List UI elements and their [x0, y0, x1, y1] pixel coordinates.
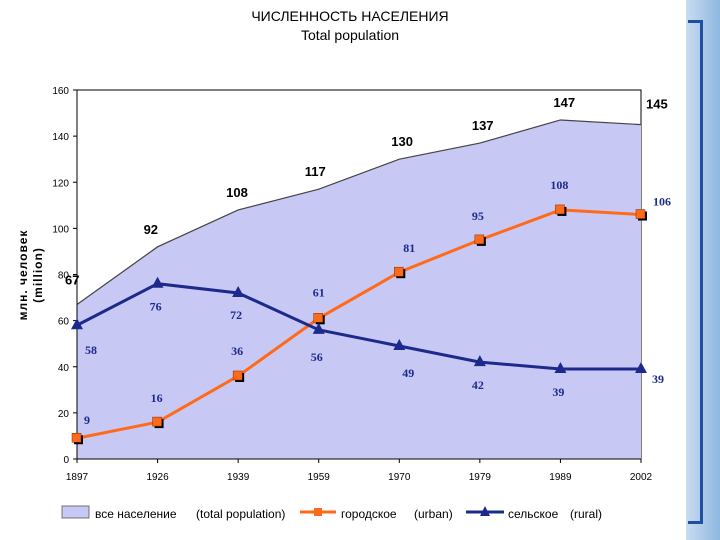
- chart-title: ЧИСЛЕННОСТЬ НАСЕЛЕНИЯ: [251, 8, 449, 24]
- legend-rural-label-en: (rural): [570, 507, 602, 521]
- urban-marker: [152, 416, 162, 427]
- urban-data-label: 36: [231, 344, 243, 358]
- legend-urban-marker: [314, 508, 322, 516]
- urban-data-label: 81: [403, 241, 415, 255]
- rural-data-label: 72: [230, 308, 242, 322]
- y-tick-label: 40: [58, 363, 70, 374]
- rural-data-label: 56: [311, 350, 323, 364]
- total-data-label: 145: [646, 97, 668, 112]
- x-tick-label: 1970: [388, 472, 411, 483]
- total-population-line: [76, 119, 642, 305]
- urban-data-label: 108: [550, 178, 568, 192]
- urban-data-label: 16: [151, 391, 163, 405]
- rural-marker: [232, 285, 245, 297]
- legend-total-label-en: (total population): [196, 507, 285, 521]
- x-tick-label: 1939: [227, 472, 250, 483]
- total-data-label: 147: [553, 95, 575, 110]
- legend-rural-marker: [480, 506, 490, 516]
- y-tick-label: 60: [58, 317, 70, 328]
- legend-total-swatch: [61, 505, 90, 519]
- right-decorative-bar: [686, 0, 720, 540]
- total-data-label: 117: [305, 164, 326, 179]
- rural-data-label: 58: [85, 343, 97, 357]
- rural-marker: [473, 355, 486, 367]
- rural-data-label: 39: [552, 385, 564, 399]
- y-tick-label: 100: [52, 224, 69, 235]
- urban-data-label: 9: [84, 413, 90, 427]
- rural-data-label: 39: [652, 372, 664, 386]
- rural-marker: [151, 276, 164, 288]
- total-data-label: 108: [226, 185, 248, 200]
- y-tick-label: 80: [58, 271, 70, 282]
- legend-rural-label: сельское: [508, 507, 559, 521]
- rural-marker: [312, 322, 325, 334]
- legend-urban-label: городское: [341, 507, 397, 521]
- rural-data-label: 76: [150, 300, 162, 314]
- urban-data-label: 95: [472, 209, 484, 223]
- legend-total-label: все население: [95, 507, 177, 521]
- rural-data-label: 42: [472, 378, 484, 392]
- urban-data-label: 61: [313, 285, 325, 299]
- total-data-label: 92: [144, 222, 158, 237]
- y-tick-label: 20: [58, 409, 70, 420]
- urban-marker: [394, 266, 404, 277]
- urban-line: [76, 208, 642, 440]
- y-axis-label: млн. человек: [16, 230, 30, 321]
- total-data-label: 130: [391, 134, 413, 149]
- urban-marker: [474, 234, 485, 245]
- total-population-area: [77, 119, 641, 459]
- urban-marker: [635, 209, 646, 219]
- legend-urban-label-en: (urban): [414, 507, 453, 521]
- rural-line: [76, 282, 641, 371]
- urban-marker: [71, 432, 82, 443]
- rural-marker: [393, 338, 406, 350]
- rural-data-label: 49: [402, 366, 414, 380]
- urban-marker: [232, 370, 243, 381]
- urban-marker: [313, 313, 323, 323]
- x-tick-label: 1926: [146, 472, 169, 483]
- x-tick-label: 1897: [66, 472, 89, 483]
- x-tick-label: 1989: [549, 472, 572, 483]
- y-tick-label: 120: [52, 178, 69, 189]
- x-tick-label: 1959: [308, 472, 331, 483]
- y-tick-label: 160: [52, 86, 69, 97]
- x-tick-label: 1979: [469, 472, 492, 483]
- rural-marker: [554, 362, 567, 374]
- total-data-label: 67: [65, 272, 79, 287]
- y-axis-label: (million): [31, 247, 45, 303]
- y-tick-label: 0: [63, 455, 69, 466]
- total-data-label: 137: [472, 118, 494, 133]
- urban-marker: [555, 204, 565, 215]
- x-tick-label: 2002: [630, 472, 653, 483]
- y-tick-label: 140: [52, 132, 69, 143]
- rural-marker: [71, 318, 83, 330]
- urban-data-label: 106: [653, 195, 671, 209]
- decorative-bracket: [688, 20, 703, 524]
- chart-subtitle: Total population: [300, 27, 400, 43]
- rural-marker: [635, 362, 647, 374]
